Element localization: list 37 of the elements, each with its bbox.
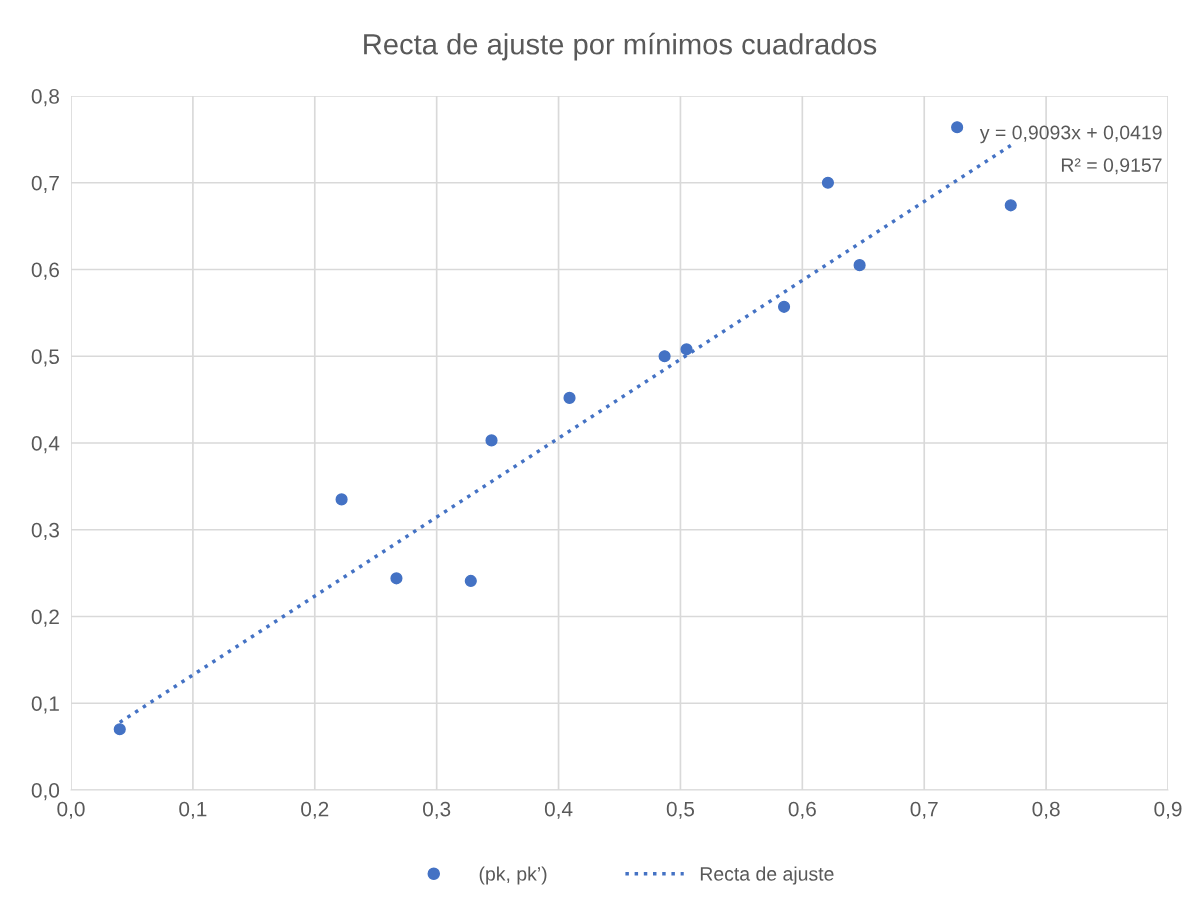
y-tick-label: 0,7 bbox=[31, 175, 59, 193]
y-tick-label: 0,4 bbox=[31, 436, 60, 454]
point bbox=[1004, 199, 1017, 212]
point bbox=[335, 493, 348, 506]
annotation: R² = 0,9157 bbox=[1061, 158, 1162, 175]
y-tick-label: 0,0 bbox=[31, 783, 60, 801]
x-tick-label: 0,0 bbox=[57, 801, 85, 819]
point bbox=[777, 300, 791, 313]
point bbox=[658, 350, 671, 363]
legend-label: (pk, pk’) bbox=[479, 866, 547, 885]
y-tick-label: 0,6 bbox=[31, 262, 59, 280]
point bbox=[821, 176, 835, 189]
point bbox=[853, 259, 866, 272]
x-tick-label: 0,4 bbox=[544, 801, 573, 819]
legend-label: Recta de ajuste bbox=[700, 866, 834, 885]
point bbox=[464, 574, 477, 588]
y-tick-label: 0,3 bbox=[31, 522, 59, 540]
point bbox=[680, 343, 693, 356]
y-tick-label: 0,1 bbox=[31, 696, 59, 714]
x-tick-label: 0,2 bbox=[301, 801, 329, 819]
x-tick-label: 0,1 bbox=[179, 801, 207, 819]
y-tick-label: 0,2 bbox=[31, 609, 59, 627]
x-tick-label: 0,5 bbox=[666, 801, 695, 819]
x-tick-label: 0,7 bbox=[910, 801, 938, 819]
x-tick-label: 0,3 bbox=[423, 801, 451, 819]
chart-title: Recta de ajuste por mínimos cuadrados bbox=[364, 32, 877, 61]
y-tick-label: 0,8 bbox=[31, 89, 59, 107]
y-tick-label: 0,5 bbox=[31, 349, 60, 367]
point bbox=[563, 391, 576, 404]
point bbox=[390, 572, 403, 585]
annotation: y = 0,9093x + 0,0419 bbox=[979, 125, 1162, 144]
x-tick-label: 0,9 bbox=[1154, 801, 1182, 819]
point bbox=[113, 723, 126, 736]
point bbox=[951, 121, 964, 134]
x-tick-label: 0,6 bbox=[788, 801, 816, 819]
point bbox=[485, 434, 498, 447]
x-tick-label: 0,8 bbox=[1032, 801, 1060, 819]
